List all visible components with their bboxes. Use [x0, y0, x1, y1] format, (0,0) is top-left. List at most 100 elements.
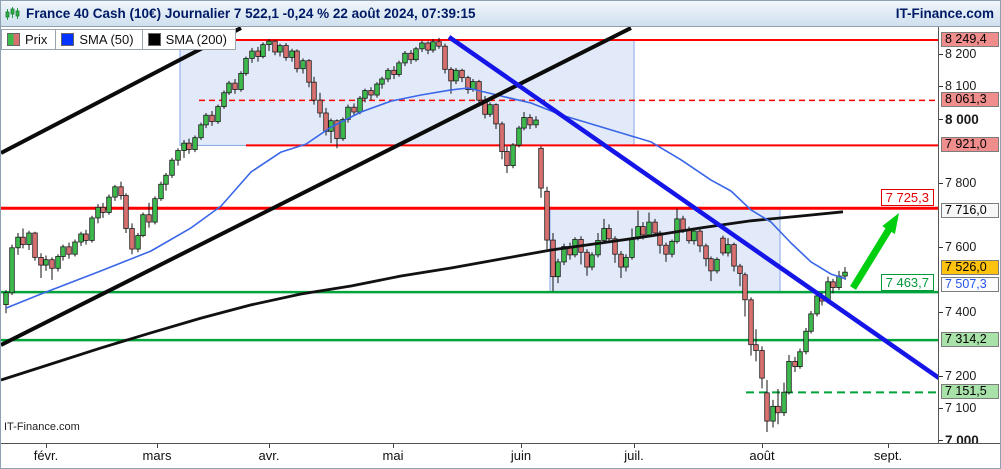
price-tick: 7 200 [939, 369, 976, 383]
month-tick [269, 444, 270, 448]
candle-down [830, 281, 836, 288]
candle-down [408, 52, 414, 61]
candle-up [152, 198, 158, 223]
candle-down [283, 45, 289, 58]
legend-price-label: Prix [25, 32, 48, 47]
candle-down [618, 253, 624, 268]
month-tick [888, 444, 889, 448]
candle-down [584, 251, 590, 268]
candle-up [266, 40, 272, 46]
candle-down [425, 42, 431, 51]
chart-title: France 40 Cash (10€) Journalier 7 522,1 … [26, 6, 476, 21]
candle-up [453, 69, 459, 82]
candle-down [436, 41, 442, 47]
candle-up [781, 391, 787, 414]
price-chart[interactable] [1, 27, 938, 443]
candle-up [95, 206, 101, 219]
candle-up [357, 97, 363, 113]
month-label: août [749, 448, 775, 463]
candle-down [123, 195, 129, 229]
legend-item-sma50[interactable]: SMA (50) [55, 29, 143, 50]
candle-down [209, 114, 215, 123]
price-badge-lvl-green: 7 151,5 [941, 384, 999, 399]
candle-down [100, 206, 106, 213]
price-tick: 7 100 [939, 401, 976, 415]
candle-up [601, 228, 607, 241]
chart-legend: Prix SMA (50) SMA (200) [1, 29, 236, 50]
price-tick: 8 100 [939, 79, 976, 93]
candle-up [374, 83, 380, 96]
candle-up [55, 256, 61, 269]
candle-up [814, 295, 820, 315]
candle-down [748, 299, 754, 346]
candle-down [311, 81, 317, 101]
candle-up [72, 241, 78, 255]
candle-up [3, 292, 9, 305]
candle-up [808, 313, 814, 332]
price-tick: 7 600 [939, 240, 976, 254]
candle-up [289, 50, 295, 58]
candle-up [181, 142, 187, 151]
month-label: mars [142, 448, 172, 463]
candle-up [249, 50, 255, 59]
month-label: sept. [873, 448, 903, 463]
candle-up [89, 217, 95, 241]
sma50-swatch-icon [61, 33, 75, 46]
watermark: IT-Finance.com [4, 421, 80, 433]
candle-down [753, 344, 759, 351]
candle-up [419, 42, 425, 50]
legend-sma200-label: SMA (200) [165, 32, 227, 47]
candle-up [487, 104, 493, 115]
candle-up [533, 119, 539, 126]
legend-item-price[interactable]: Prix [1, 29, 57, 50]
legend-sma50-label: SMA (50) [79, 32, 134, 47]
price-badge-lvl-green: 7 314,2 [941, 332, 999, 347]
candle-down [49, 259, 55, 269]
candle-down [737, 265, 743, 274]
candle-up [158, 183, 164, 200]
candle-up [803, 330, 809, 353]
descending-trendline [447, 35, 938, 380]
price-axis[interactable]: 8 249,4 8 200 8 100 8 061,3 8 000 7 921,0 7 80… [938, 27, 1000, 448]
candle-up [198, 124, 204, 139]
brand-link[interactable]: IT-Finance.com [895, 6, 994, 21]
candle-down [527, 117, 533, 126]
time-axis[interactable]: févr. mars avr. mai juin juil. août sept. [1, 443, 1000, 468]
candle-up [78, 233, 84, 243]
price-badge-sma200: 7 716,0 [941, 203, 999, 218]
candle-down [272, 40, 278, 53]
price-tick: 7 400 [939, 305, 976, 319]
candle-down [129, 228, 135, 250]
candle-up [396, 62, 402, 75]
candle-up [243, 58, 249, 74]
candle-down [186, 142, 192, 150]
candle-up [669, 240, 675, 255]
candle-down [742, 274, 748, 301]
candle-up [786, 361, 792, 393]
candle-up [175, 150, 181, 161]
month-tick [157, 444, 158, 448]
price-badge-lvl-red: 7 921,0 [941, 137, 999, 152]
up-arrow [850, 224, 894, 290]
candle-up [842, 271, 848, 277]
candle-down [663, 244, 669, 255]
candle-down [459, 69, 465, 79]
month-tick [46, 444, 47, 448]
candle-up [163, 174, 169, 185]
candle-down [775, 405, 781, 414]
candle-up [215, 106, 221, 123]
candle-up [192, 137, 198, 150]
candle-up [691, 230, 697, 242]
candle-down [504, 151, 510, 167]
legend-item-sma200[interactable]: SMA (200) [141, 29, 236, 50]
candle-up [260, 44, 266, 57]
candle-down [32, 232, 38, 258]
titlebar: France 40 Cash (10€) Journalier 7 522,1 … [1, 1, 1000, 27]
candle-up [9, 247, 15, 294]
price-tick: 8 200 [939, 47, 976, 61]
resistance-price-label: 7 725,3 [880, 189, 934, 206]
candle-down [680, 218, 686, 231]
candle-up [521, 117, 527, 129]
candle-down [606, 228, 612, 240]
candle-down [697, 230, 703, 247]
